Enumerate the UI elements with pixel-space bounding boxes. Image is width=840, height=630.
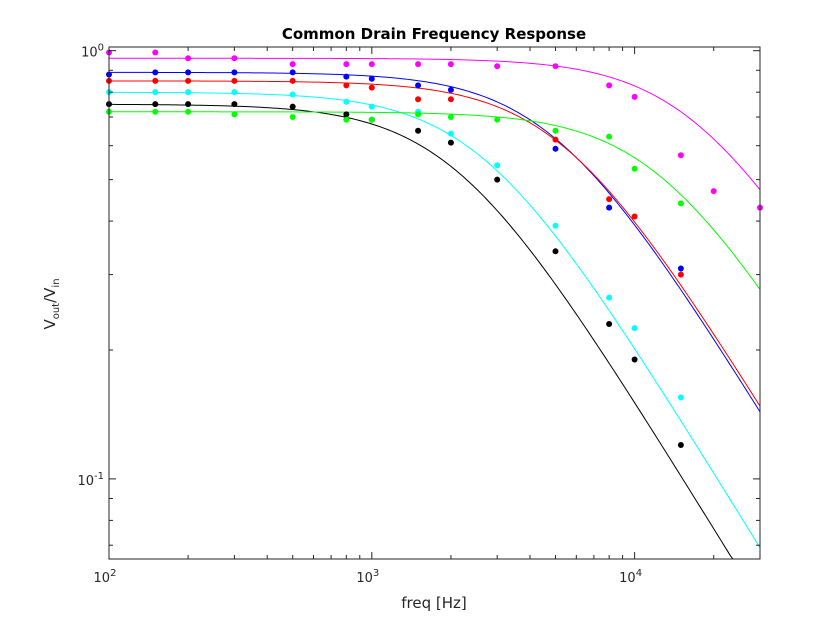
data-point bbox=[289, 69, 296, 76]
data-point bbox=[606, 133, 613, 140]
data-point bbox=[152, 49, 159, 56]
y-tick-label: 10-1 bbox=[77, 471, 104, 489]
data-point bbox=[494, 63, 501, 70]
data-point bbox=[185, 89, 192, 96]
data-point bbox=[677, 200, 684, 207]
data-point bbox=[368, 84, 375, 91]
data-point bbox=[152, 101, 159, 108]
data-point bbox=[631, 356, 638, 363]
data-point bbox=[447, 139, 454, 146]
data-point bbox=[289, 91, 296, 98]
data-point bbox=[343, 116, 350, 123]
data-point bbox=[494, 116, 501, 123]
data-point bbox=[231, 55, 238, 62]
data-point bbox=[152, 69, 159, 76]
data-point bbox=[447, 96, 454, 103]
data-point bbox=[231, 77, 238, 84]
data-point bbox=[343, 111, 350, 118]
data-point bbox=[231, 111, 238, 118]
data-point bbox=[677, 441, 684, 448]
data-point bbox=[606, 204, 613, 211]
data-point bbox=[289, 61, 296, 68]
data-point bbox=[552, 63, 559, 70]
data-point bbox=[185, 108, 192, 115]
x-tick-label: 102 bbox=[94, 568, 117, 586]
data-point bbox=[447, 130, 454, 137]
plot-frame bbox=[108, 46, 761, 560]
data-point bbox=[631, 165, 638, 172]
data-point bbox=[552, 145, 559, 152]
data-point bbox=[185, 69, 192, 76]
data-point bbox=[185, 55, 192, 62]
data-point bbox=[552, 136, 559, 143]
data-point bbox=[606, 320, 613, 327]
data-point bbox=[415, 111, 422, 118]
data-point bbox=[343, 82, 350, 89]
data-point bbox=[631, 325, 638, 332]
data-point bbox=[447, 86, 454, 93]
fit-curves bbox=[108, 57, 761, 560]
data-point bbox=[185, 101, 192, 108]
data-point bbox=[677, 394, 684, 401]
y-axis-label: Vout/Vin bbox=[41, 278, 62, 329]
data-point bbox=[231, 89, 238, 96]
data-point bbox=[677, 152, 684, 159]
data-point bbox=[552, 127, 559, 134]
data-point bbox=[415, 61, 422, 68]
data-point bbox=[606, 294, 613, 301]
y-tick-label: 100 bbox=[81, 43, 104, 61]
data-point bbox=[289, 77, 296, 84]
fit-curve-4 bbox=[108, 103, 760, 560]
data-point bbox=[447, 61, 454, 68]
data-point bbox=[368, 75, 375, 82]
data-point bbox=[368, 61, 375, 68]
data-point bbox=[289, 103, 296, 110]
data-point bbox=[606, 196, 613, 203]
data-point bbox=[343, 98, 350, 105]
data-point bbox=[289, 114, 296, 121]
x-axis-label: freq [Hz] bbox=[401, 594, 467, 612]
data-point bbox=[710, 188, 717, 195]
data-point bbox=[415, 82, 422, 89]
data-point bbox=[552, 222, 559, 229]
data-point bbox=[494, 162, 501, 169]
data-point bbox=[677, 271, 684, 278]
data-point bbox=[152, 89, 159, 96]
data-point bbox=[152, 77, 159, 84]
data-point bbox=[152, 108, 159, 115]
y-tick-labels: 10-1 100 bbox=[77, 43, 104, 489]
data-point bbox=[231, 101, 238, 108]
data-point bbox=[185, 77, 192, 84]
plot-area bbox=[109, 47, 760, 559]
fit-curve-0 bbox=[109, 57, 761, 191]
data-point bbox=[631, 93, 638, 100]
x-tick-label: 103 bbox=[356, 568, 379, 586]
fit-curve-1 bbox=[109, 71, 761, 413]
data-point bbox=[552, 248, 559, 255]
data-point bbox=[343, 73, 350, 80]
data-point bbox=[631, 213, 638, 220]
fit-curve-5 bbox=[109, 111, 761, 290]
x-tick-labels: 102 103 104 bbox=[94, 568, 643, 586]
axis-ticks bbox=[108, 47, 761, 559]
data-point bbox=[231, 69, 238, 76]
data-point bbox=[415, 127, 422, 134]
data-point bbox=[606, 82, 613, 89]
fit-curve-3 bbox=[109, 91, 761, 548]
data-point bbox=[368, 103, 375, 110]
data-point bbox=[368, 116, 375, 123]
data-point bbox=[494, 176, 501, 183]
data-point bbox=[415, 96, 422, 103]
data-point bbox=[677, 265, 684, 272]
x-tick-label: 104 bbox=[619, 568, 642, 586]
data-point bbox=[343, 61, 350, 68]
chart-title: Common Drain Frequency Response bbox=[282, 25, 586, 43]
fit-curve-2 bbox=[109, 80, 761, 407]
data-point bbox=[447, 114, 454, 121]
